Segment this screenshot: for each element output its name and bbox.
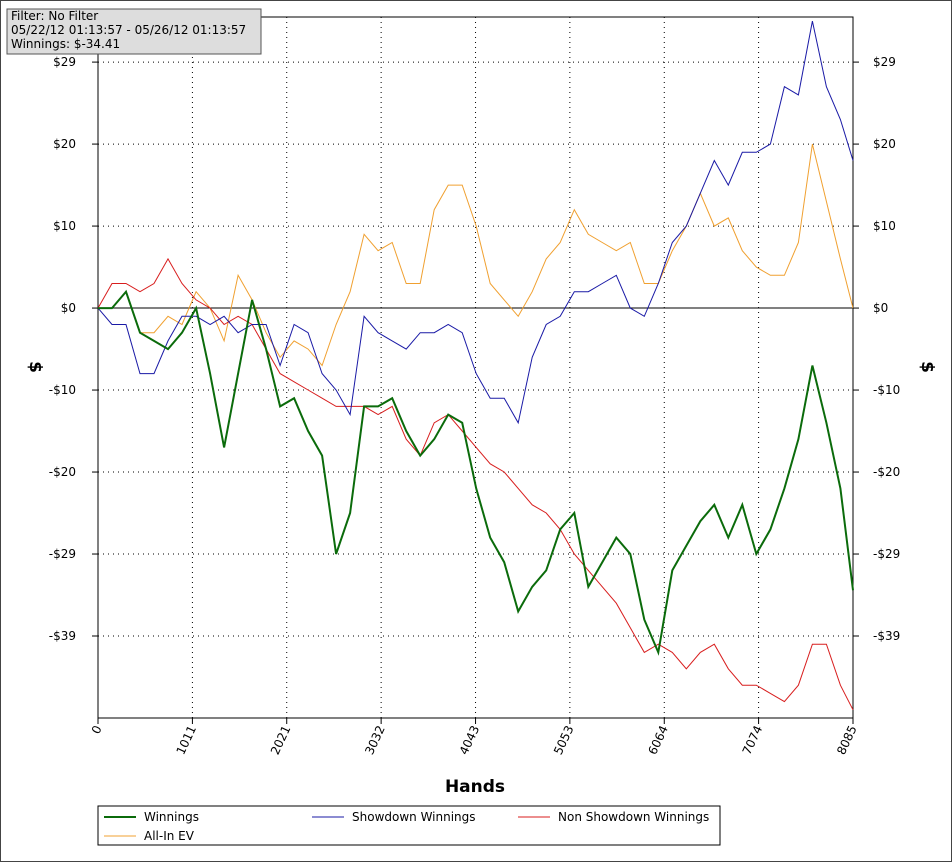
plot bbox=[97, 17, 854, 718]
y-axis-label: $ bbox=[25, 361, 45, 373]
legend-label: Winnings bbox=[144, 810, 199, 824]
y-tick-label-right: $29 bbox=[873, 55, 896, 69]
info-filter: Filter: No Filter bbox=[11, 9, 98, 23]
y-tick-label: $0 bbox=[61, 301, 76, 315]
x-axis-label: Hands bbox=[445, 777, 505, 797]
y-tick-label-right: -$39 bbox=[873, 629, 900, 643]
legend bbox=[97, 805, 721, 846]
y-tick-label: $10 bbox=[53, 219, 76, 233]
y-tick-label: -$29 bbox=[49, 547, 76, 561]
legend-label: Non Showdown Winnings bbox=[558, 810, 709, 824]
series-line bbox=[97, 257, 854, 711]
y-tick-label: -$20 bbox=[49, 465, 76, 479]
y-tick-label: $29 bbox=[53, 55, 76, 69]
y-tick-label-right: $20 bbox=[873, 137, 896, 151]
y-tick-label: $20 bbox=[53, 137, 76, 151]
y-tick-label: -$10 bbox=[49, 383, 76, 397]
legend-label: Showdown Winnings bbox=[352, 810, 476, 824]
series-line bbox=[98, 289, 854, 656]
legend-label: All-In EV bbox=[144, 829, 195, 843]
y-tick-label-right: -$29 bbox=[873, 547, 900, 561]
info-winnings: Winnings: $-34.41 bbox=[11, 37, 120, 51]
info-range: 05/22/12 01:13:57 - 05/26/12 01:13:57 bbox=[11, 23, 246, 37]
info-box bbox=[6, 8, 262, 55]
y-tick-label-right: $10 bbox=[873, 219, 896, 233]
y-tick-label-right: -$10 bbox=[873, 383, 900, 397]
y-tick-label-right: $0 bbox=[873, 301, 888, 315]
series-line bbox=[98, 143, 854, 367]
series-line bbox=[97, 20, 854, 425]
y-tick-label-right: -$20 bbox=[873, 465, 900, 479]
y-axis-label-right: $ bbox=[917, 361, 937, 373]
y-tick-label: -$39 bbox=[49, 629, 76, 643]
